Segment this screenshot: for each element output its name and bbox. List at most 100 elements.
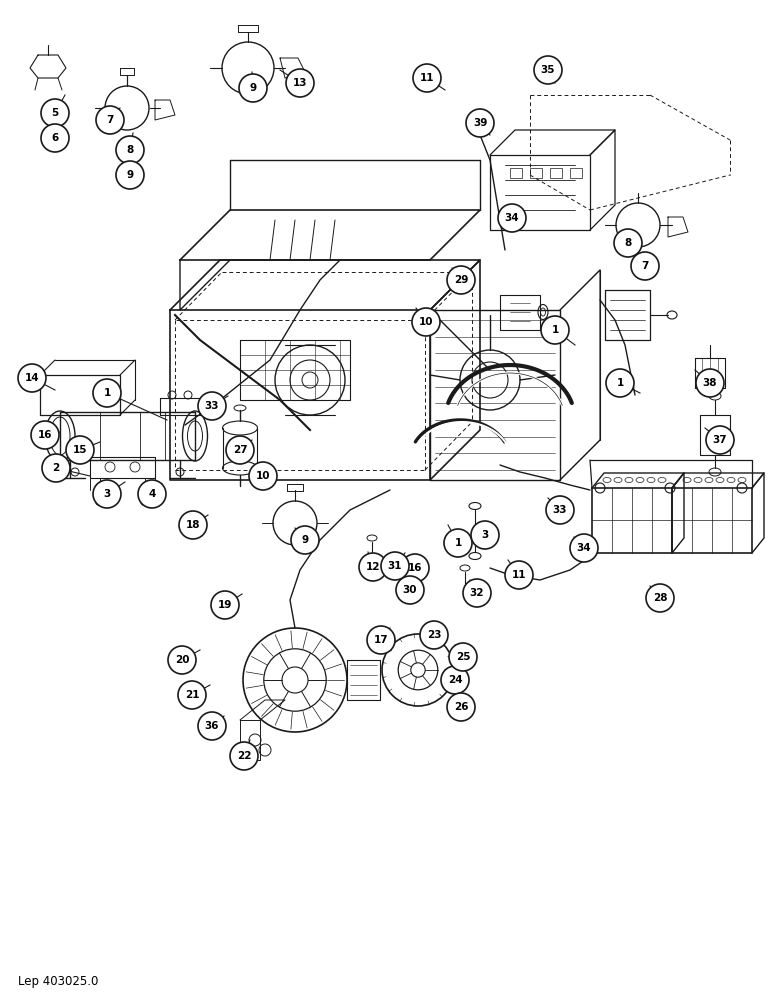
- Circle shape: [66, 436, 94, 464]
- Text: 9: 9: [301, 535, 309, 545]
- Text: 25: 25: [456, 652, 470, 662]
- Circle shape: [412, 308, 440, 336]
- Text: 14: 14: [25, 373, 39, 383]
- Bar: [530, 168, 542, 178]
- Circle shape: [696, 369, 724, 397]
- Circle shape: [447, 693, 475, 721]
- Text: 16: 16: [37, 430, 52, 440]
- Circle shape: [441, 666, 469, 694]
- Circle shape: [116, 136, 144, 164]
- Circle shape: [541, 316, 569, 344]
- Text: 22: 22: [237, 751, 251, 761]
- Circle shape: [381, 552, 409, 580]
- Circle shape: [286, 69, 314, 97]
- Text: Lep 403025.0: Lep 403025.0: [18, 975, 98, 988]
- Circle shape: [168, 646, 196, 674]
- Text: 9: 9: [126, 170, 133, 180]
- Text: 2: 2: [52, 463, 59, 473]
- Text: 12: 12: [366, 562, 381, 572]
- Bar: [570, 168, 582, 178]
- Circle shape: [449, 643, 477, 671]
- Text: 8: 8: [624, 238, 632, 248]
- Text: 36: 36: [204, 721, 219, 731]
- Circle shape: [116, 161, 144, 189]
- Circle shape: [396, 576, 424, 604]
- Circle shape: [570, 534, 598, 562]
- Text: 30: 30: [402, 585, 417, 595]
- Text: 1: 1: [616, 378, 624, 388]
- Circle shape: [42, 454, 70, 482]
- Circle shape: [631, 252, 659, 280]
- Circle shape: [546, 496, 574, 524]
- Circle shape: [420, 621, 448, 649]
- Text: 21: 21: [185, 690, 199, 700]
- Circle shape: [534, 56, 562, 84]
- Circle shape: [226, 436, 254, 464]
- Circle shape: [646, 584, 674, 612]
- Circle shape: [606, 369, 634, 397]
- Text: 1: 1: [104, 388, 111, 398]
- Circle shape: [367, 626, 395, 654]
- Text: 3: 3: [481, 530, 488, 540]
- Text: 7: 7: [641, 261, 649, 271]
- Text: 7: 7: [106, 115, 114, 125]
- Text: 26: 26: [454, 702, 468, 712]
- Text: 28: 28: [653, 593, 667, 603]
- Text: 11: 11: [420, 73, 434, 83]
- Circle shape: [230, 742, 258, 770]
- Circle shape: [447, 266, 475, 294]
- Text: 8: 8: [126, 145, 133, 155]
- Circle shape: [463, 579, 491, 607]
- Text: 18: 18: [186, 520, 200, 530]
- Circle shape: [291, 526, 319, 554]
- Bar: [510, 168, 522, 178]
- Text: 17: 17: [374, 635, 388, 645]
- Text: 27: 27: [232, 445, 247, 455]
- Circle shape: [239, 74, 267, 102]
- Text: 24: 24: [448, 675, 463, 685]
- Text: 10: 10: [419, 317, 433, 327]
- Text: 39: 39: [473, 118, 488, 128]
- Text: 19: 19: [218, 600, 232, 610]
- Text: 1: 1: [455, 538, 462, 548]
- Circle shape: [31, 421, 59, 449]
- Circle shape: [178, 681, 206, 709]
- Circle shape: [498, 204, 526, 232]
- Text: 33: 33: [204, 401, 219, 411]
- Text: 3: 3: [104, 489, 111, 499]
- Circle shape: [359, 553, 387, 581]
- Circle shape: [198, 712, 226, 740]
- Text: 6: 6: [51, 133, 58, 143]
- Text: 13: 13: [292, 78, 307, 88]
- Text: 4: 4: [148, 489, 156, 499]
- Text: 34: 34: [576, 543, 591, 553]
- Circle shape: [41, 99, 69, 127]
- Circle shape: [211, 591, 239, 619]
- Text: 9: 9: [250, 83, 257, 93]
- Text: 35: 35: [541, 65, 555, 75]
- Text: 38: 38: [703, 378, 718, 388]
- Circle shape: [413, 64, 441, 92]
- Circle shape: [41, 124, 69, 152]
- Text: 5: 5: [51, 108, 58, 118]
- Text: 20: 20: [175, 655, 190, 665]
- Text: 15: 15: [73, 445, 87, 455]
- Circle shape: [179, 511, 207, 539]
- Circle shape: [706, 426, 734, 454]
- Text: 10: 10: [256, 471, 270, 481]
- Text: 23: 23: [427, 630, 441, 640]
- Text: 1: 1: [551, 325, 558, 335]
- Text: 31: 31: [388, 561, 402, 571]
- Circle shape: [138, 480, 166, 508]
- Circle shape: [93, 379, 121, 407]
- Text: 37: 37: [713, 435, 727, 445]
- Text: 29: 29: [454, 275, 468, 285]
- Circle shape: [93, 480, 121, 508]
- Text: 33: 33: [553, 505, 567, 515]
- Bar: [550, 168, 562, 178]
- Circle shape: [401, 554, 429, 582]
- Circle shape: [249, 462, 277, 490]
- Text: 16: 16: [408, 563, 422, 573]
- Circle shape: [505, 561, 533, 589]
- Circle shape: [444, 529, 472, 557]
